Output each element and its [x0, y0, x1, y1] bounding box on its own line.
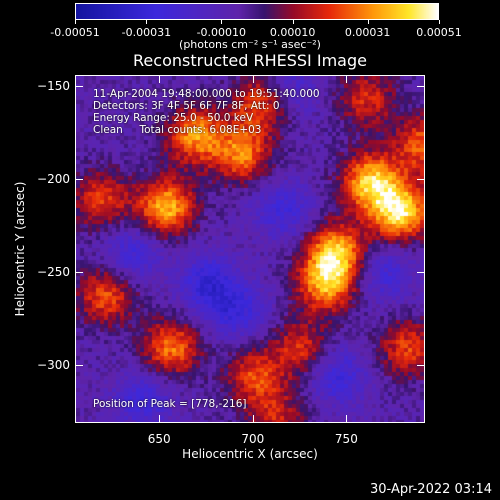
x-tick-mark: [252, 415, 254, 423]
y-axis-label: Heliocentric Y (arcsec): [13, 181, 27, 317]
x-tick-label: 750: [334, 432, 358, 446]
plot-area: 11-Apr-2004 19:48:00.000 to 19:51:40.000…: [75, 75, 425, 423]
y-tick-label: −200: [37, 172, 70, 187]
colorbar-tick-label: 0.00051: [416, 26, 462, 39]
y-tick-mark: [75, 86, 83, 88]
colorbar-tick-label: -0.00051: [50, 26, 100, 39]
x-tick-mark: [159, 75, 161, 83]
y-tick-mark: [75, 365, 83, 367]
y-tick-label: −150: [37, 79, 70, 94]
y-tick-label: −250: [37, 265, 70, 280]
colorbar-unit: (photons cm⁻² s⁻¹ asec⁻²): [179, 38, 321, 51]
x-tick-label: 700: [241, 432, 265, 446]
annotation-clean: Clean Total counts: 6.08E+03: [93, 124, 262, 136]
x-axis-label: Heliocentric X (arcsec): [182, 447, 318, 461]
annotation-energy: Energy Range: 25.0 - 50.0 keV: [93, 112, 254, 124]
y-tick-label: −300: [37, 358, 70, 373]
colorbar-tick-mark: [367, 20, 369, 24]
colorbar-tick-mark: [75, 20, 76, 24]
x-tick-mark: [252, 75, 254, 83]
y-tick-mark: [75, 179, 83, 181]
annotation-peak: Position of Peak = [778,-216]: [93, 398, 247, 410]
x-tick-label: 650: [147, 432, 171, 446]
colorbar-tick-label: -0.00031: [121, 26, 172, 39]
y-tick-mark: [417, 86, 425, 88]
colorbar-tick-label: 0.00031: [344, 26, 391, 39]
colorbar: [75, 3, 439, 20]
colorbar-tick-label: -0.00010: [196, 26, 247, 39]
x-tick-mark: [346, 75, 348, 83]
annotation-time: 11-Apr-2004 19:48:00.000 to 19:51:40.000: [93, 88, 320, 100]
colorbar-tick-mark: [146, 20, 148, 24]
y-tick-mark: [417, 179, 425, 181]
colorbar-tick-mark: [221, 20, 223, 24]
annotation-detectors: Detectors: 3F 4F 5F 6F 7F 8F, Att: 0: [93, 100, 280, 112]
colorbar-tick-mark: [292, 20, 294, 24]
y-tick-mark: [75, 272, 83, 274]
y-tick-mark: [417, 272, 425, 274]
chart-title: Reconstructed RHESSI Image: [133, 51, 367, 70]
heatmap-image: [76, 76, 424, 422]
y-tick-mark: [417, 365, 425, 367]
colorbar-tick-mark: [439, 20, 440, 24]
x-tick-mark: [346, 415, 348, 423]
timestamp: 30-Apr-2022 03:14: [370, 482, 492, 497]
colorbar-tick-label: 0.00010: [269, 26, 316, 39]
x-tick-mark: [159, 415, 161, 423]
